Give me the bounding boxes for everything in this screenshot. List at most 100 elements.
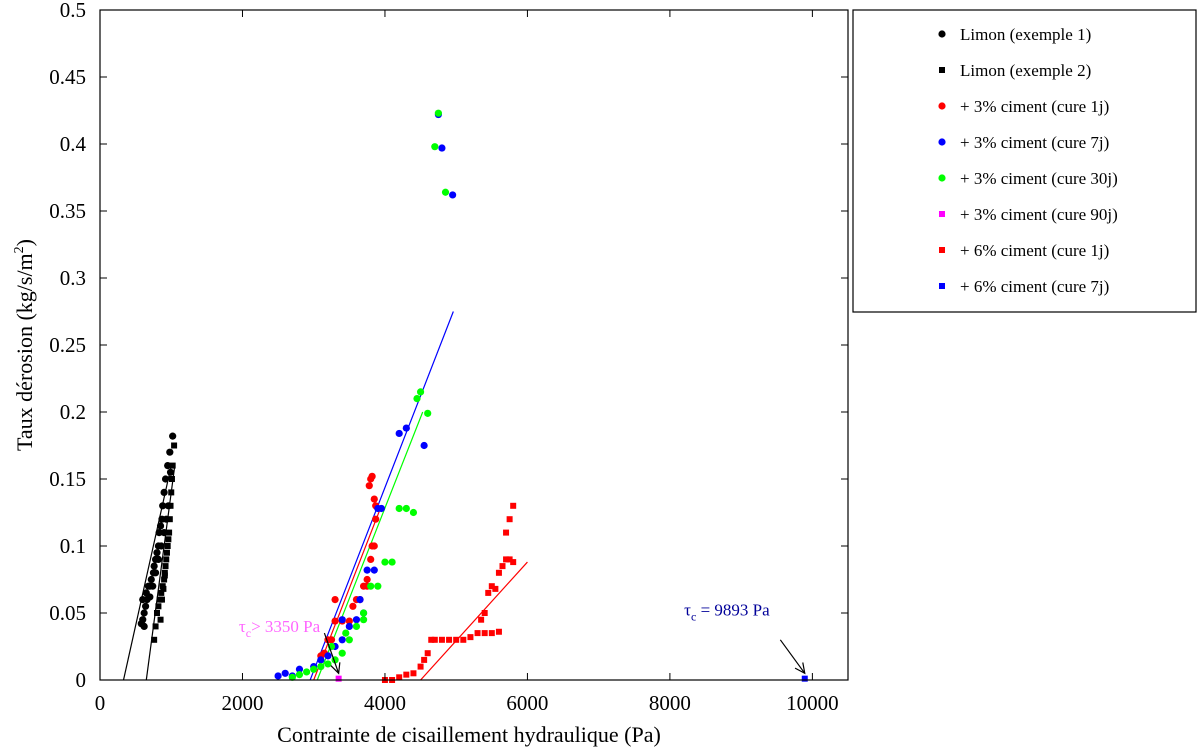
- data-point: [345, 622, 353, 631]
- data-point: [503, 556, 510, 563]
- legend-entry: + 6% ciment (cure 7j): [939, 277, 1109, 296]
- data-point: [495, 569, 502, 576]
- data-point: [359, 616, 368, 624]
- axes: 0 2000 4000 6000 8000 10000 0 0.05 0.1 0.15 0.2 0.2…: [12, 0, 849, 747]
- data-point: [424, 650, 431, 657]
- data-point: [416, 388, 425, 396]
- legend-label: + 3% ciment (cure 1j): [960, 97, 1109, 116]
- data-point: [370, 566, 378, 574]
- x-tick-label: 4000: [364, 691, 406, 715]
- data-point: [158, 589, 165, 596]
- data-point: [338, 616, 346, 624]
- data-point: [157, 616, 164, 623]
- x-tick-label: 8000: [649, 691, 691, 715]
- legend-box: [852, 9, 1197, 313]
- data-point: [335, 675, 342, 682]
- data-point: [438, 636, 445, 643]
- legend: Limon (exemple 1) Limon (exemple 2) + 3% c…: [852, 9, 1197, 313]
- legend-label: Limon (exemple 2): [960, 61, 1091, 80]
- data-point: [158, 596, 165, 603]
- data-point: [164, 462, 172, 470]
- data-point: [801, 675, 808, 682]
- data-point: [160, 488, 168, 496]
- series-7: [801, 675, 808, 682]
- data-point: [467, 634, 474, 641]
- data-point: [402, 424, 410, 432]
- legend-entry: + 3% ciment (cure 30j): [938, 169, 1118, 188]
- y-tick-label: 0.4: [60, 132, 87, 156]
- data-point: [345, 636, 353, 644]
- data-point: [506, 556, 513, 563]
- data-point: [363, 575, 371, 584]
- data-point: [485, 589, 492, 596]
- data-point: [154, 555, 163, 564]
- annotation-arrow: [779, 639, 806, 674]
- data-point: [396, 674, 403, 681]
- data-point: [409, 508, 418, 517]
- data-point: [331, 596, 339, 604]
- legend-label: + 3% ciment (cure 30j): [960, 169, 1118, 188]
- data-point: [342, 629, 350, 637]
- data-point: [367, 555, 375, 564]
- data-point: [438, 144, 446, 152]
- data-point: [331, 617, 339, 625]
- data-point: [171, 442, 178, 449]
- markers: [137, 109, 808, 683]
- data-point: [420, 441, 428, 450]
- data-point: [147, 575, 155, 584]
- series-3: [274, 110, 457, 680]
- data-point: [281, 669, 289, 677]
- series-5: [335, 675, 342, 682]
- data-point: [161, 576, 168, 583]
- data-point: [159, 502, 167, 510]
- data-point: [166, 516, 173, 523]
- data-point: [274, 672, 282, 680]
- data-point: [434, 109, 442, 117]
- data-point: [327, 636, 336, 644]
- fit-line-0: [122, 465, 172, 680]
- legend-marker: [938, 174, 946, 182]
- plot-background: [100, 10, 848, 680]
- data-point: [510, 502, 517, 509]
- data-point: [165, 536, 172, 543]
- y-axis-label: Taux dérosion (kg/s/m2): [12, 239, 37, 451]
- data-point: [168, 489, 175, 496]
- data-point: [395, 504, 403, 513]
- data-point: [424, 409, 432, 417]
- data-point: [141, 602, 150, 610]
- data-point: [153, 610, 160, 616]
- data-point: [151, 636, 158, 643]
- data-point: [149, 582, 157, 590]
- y-tick-label: 0.35: [49, 199, 86, 223]
- data-point: [377, 504, 385, 513]
- data-point: [317, 656, 325, 664]
- annotation-text: τc = 9893 Pa: [684, 601, 770, 624]
- annotation-0: τc> 3350 Pa: [239, 617, 341, 675]
- data-point: [363, 566, 371, 574]
- data-point: [162, 563, 169, 570]
- data-point: [167, 502, 174, 509]
- data-point: [156, 522, 165, 530]
- y-tick-label: 0.45: [49, 65, 86, 89]
- data-point: [421, 656, 428, 663]
- data-point: [317, 663, 325, 671]
- y-tick-label: 0.5: [60, 0, 86, 22]
- data-point: [460, 636, 467, 643]
- data-point: [402, 504, 410, 513]
- series-4: [288, 109, 450, 681]
- data-point: [160, 529, 168, 537]
- data-point: [338, 636, 346, 644]
- data-point: [163, 556, 170, 563]
- data-point: [155, 529, 163, 537]
- data-point: [446, 636, 453, 643]
- data-point: [481, 630, 488, 637]
- data-point: [161, 475, 170, 483]
- y-tick-label: 0.25: [49, 333, 86, 357]
- data-point: [370, 542, 378, 550]
- data-point: [352, 622, 361, 631]
- data-point: [368, 472, 376, 480]
- data-point: [349, 602, 357, 610]
- legend-marker: [939, 283, 945, 289]
- data-point: [324, 652, 332, 660]
- x-tick-label: 0: [95, 691, 106, 715]
